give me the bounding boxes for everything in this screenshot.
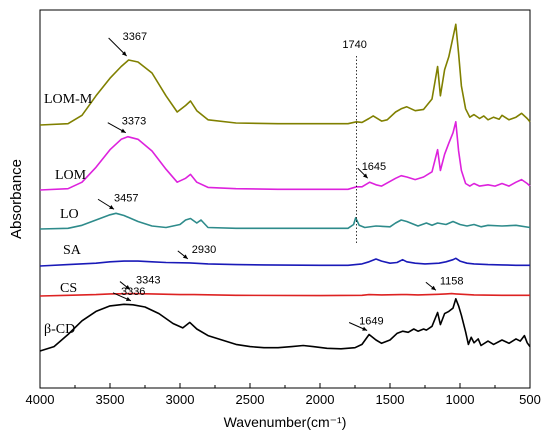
- reference-line-group: 1740: [342, 39, 367, 245]
- x-tick-label-4000: 4000: [26, 392, 55, 407]
- annotation-arrowhead-1645: [362, 173, 368, 179]
- annotation-arrowhead-3457: [109, 205, 115, 210]
- annotation-label-1649: 1649: [359, 316, 383, 328]
- annotation-label-1158: 1158: [440, 275, 464, 287]
- annotation-label-3457: 3457: [114, 192, 138, 204]
- annotation-arrowhead-3373: [120, 128, 126, 133]
- x-tick-label-2500: 2500: [236, 392, 265, 407]
- series-line-4: [39, 257, 530, 267]
- series-label-3: LO: [60, 207, 79, 222]
- x-tick-label-2000: 2000: [306, 392, 335, 407]
- annotation-label-1645: 1645: [362, 161, 386, 173]
- series-label-1: LOM-M: [44, 92, 93, 107]
- x-tick-label-500: 500: [519, 392, 541, 407]
- series-label-5: CS: [60, 281, 77, 296]
- annotation-label-3336: 3336: [121, 286, 145, 298]
- series-group: [39, 23, 531, 352]
- annotations-group: 3367 3373 1645 3457 2930 3343 1158 3336 1649: [97, 31, 464, 331]
- series-line-3: [39, 212, 531, 230]
- series-line-2: [39, 121, 531, 191]
- annotation-arrowhead-3343: [125, 285, 130, 290]
- series-label-6: β-CD: [44, 322, 75, 337]
- reference-line-label: 1740: [342, 39, 366, 51]
- series-line-1: [39, 23, 531, 126]
- annotation-label-3367: 3367: [123, 31, 147, 43]
- annotation-arrowhead-2930: [182, 254, 188, 259]
- series-label-2: LOM: [55, 168, 87, 183]
- x-tick-label-3000: 3000: [166, 392, 195, 407]
- series-label-4: SA: [63, 243, 82, 258]
- y-axis-title: Absorbance: [8, 159, 25, 239]
- annotation-label-3373: 3373: [122, 116, 146, 128]
- x-tick-label-1000: 1000: [446, 392, 475, 407]
- annotation-label-2930: 2930: [192, 244, 216, 256]
- annotation-arrowhead-3336: [125, 296, 131, 301]
- annotation-arrowhead-1649: [362, 326, 368, 331]
- x-tick-label-1500: 1500: [376, 392, 405, 407]
- x-axis-title: Wavenumber(cm⁻¹): [224, 414, 347, 430]
- series-labels-group: LOM-M LOM LO SA CS β-CD: [44, 92, 93, 337]
- series-line-6: [39, 298, 531, 352]
- annotation-arrowhead-1158: [431, 285, 436, 291]
- series-line-5: [39, 292, 530, 297]
- annotation-arrowhead-3367: [121, 51, 127, 56]
- annotation-label-3343: 3343: [136, 275, 160, 287]
- x-tick-label-3500: 3500: [96, 392, 125, 407]
- x-axis-ticks: 4000 3500 3000 2500 2000 1500 1000 500: [26, 383, 541, 407]
